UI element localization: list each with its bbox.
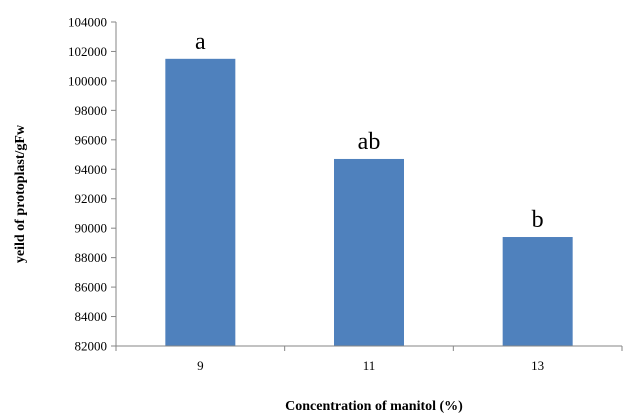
y-tick-label: 98000 bbox=[75, 103, 108, 118]
y-tick-label: 90000 bbox=[75, 221, 108, 236]
y-tick-label: 84000 bbox=[75, 309, 108, 324]
bars bbox=[165, 58, 573, 347]
bar-annotation: a bbox=[195, 29, 206, 55]
y-axis-ticks: 82000 84000 86000 88000 90000 92000 94000 96000… bbox=[68, 15, 116, 354]
y-tick-label: 102000 bbox=[68, 44, 107, 59]
y-tick-label: 92000 bbox=[75, 191, 108, 206]
x-axis-ticks: 9 11 13 bbox=[115, 346, 623, 373]
bar-9 bbox=[165, 58, 236, 347]
y-tick-label: 96000 bbox=[75, 132, 108, 147]
y-tick-label: 82000 bbox=[75, 339, 108, 354]
y-tick-label: 100000 bbox=[68, 73, 107, 88]
y-tick-label: 104000 bbox=[68, 15, 107, 30]
x-axis-title: Concentration of manitol (%) bbox=[285, 399, 463, 414]
y-tick-label: 86000 bbox=[75, 280, 108, 295]
bar-13 bbox=[502, 237, 573, 346]
y-axis-title: yeild of protoplast/gFw bbox=[13, 124, 28, 263]
y-tick-label: 88000 bbox=[75, 250, 108, 265]
bar-annotations: a ab b bbox=[195, 29, 544, 233]
x-tick-label: 9 bbox=[197, 358, 204, 373]
bar-11 bbox=[334, 158, 404, 346]
y-tick-label: 94000 bbox=[75, 162, 108, 177]
bar-annotation: b bbox=[532, 207, 544, 233]
x-tick-label: 11 bbox=[363, 358, 376, 373]
bar-annotation: ab bbox=[358, 129, 381, 155]
x-tick-label: 13 bbox=[531, 358, 544, 373]
